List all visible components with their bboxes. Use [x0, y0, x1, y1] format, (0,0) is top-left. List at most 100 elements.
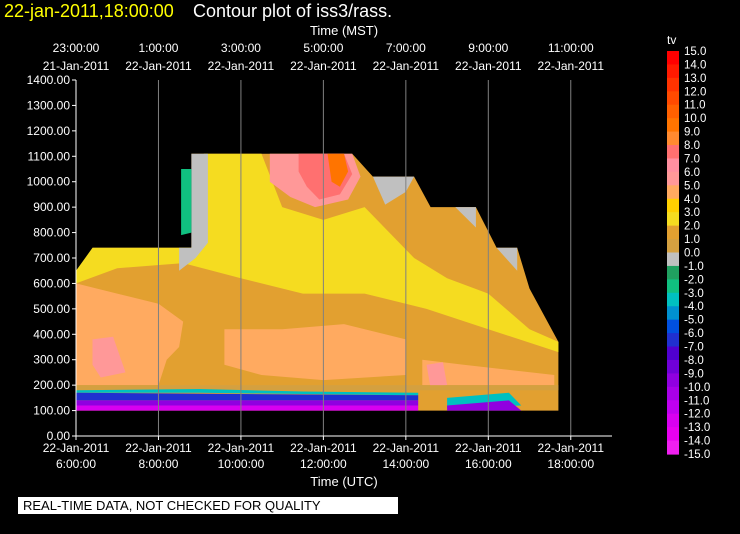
colorbar-tick-label: -10.0: [684, 382, 710, 394]
top-tick-date-label: 22-Jan-2011: [373, 59, 440, 73]
contour-region-14: [181, 169, 192, 236]
colorbar-tick-label: 15.0: [684, 46, 706, 58]
x-tick-date-label: 22-Jan-2011: [538, 441, 605, 455]
colorbar-tick-label: 2.0: [684, 221, 700, 233]
colorbar-tick-label: -11.0: [684, 395, 709, 407]
colorbar-label: tv: [667, 33, 676, 47]
contour-region-12: [496, 247, 518, 271]
colorbar-tick-label: 14.0: [684, 59, 706, 71]
top-tick-time-label: 11:00:00: [548, 41, 594, 55]
colorbar-tick-label: 1.0: [684, 234, 700, 246]
x-axis-label: Time (UTC): [310, 474, 377, 489]
x-tick-date-label: 22-Jan-2011: [43, 441, 110, 455]
colorbar-swatch: [667, 306, 679, 321]
top-tick-date-label: 22-Jan-2011: [455, 59, 522, 73]
x-tick-time-label: 18:00:00: [547, 457, 594, 471]
colorbar-tick-label: -12.0: [684, 409, 710, 421]
grid-lines: [157, 80, 572, 436]
colorbar-swatch: [667, 64, 679, 79]
y-tick-label: 900.00: [33, 200, 70, 214]
x-tick-date-label: 22-Jan-2011: [373, 441, 440, 455]
colorbar-tick-label: -15.0: [684, 449, 710, 461]
colorbar-tick-label: -2.0: [684, 274, 704, 286]
top-tick-date-label: 22-Jan-2011: [290, 59, 357, 73]
y-tick-label: 600.00: [33, 276, 70, 290]
colorbar-swatch: [667, 319, 679, 334]
x-tick-time-label: 6:00:00: [56, 457, 96, 471]
colorbar-swatch: [667, 77, 679, 92]
contour-region-21: [447, 400, 522, 411]
colorbar-swatch: [667, 252, 679, 267]
colorbar-tick-label: 13.0: [684, 73, 706, 85]
y-tick-label: 100.00: [33, 404, 70, 418]
colorbar-tick-label: -5.0: [684, 315, 704, 327]
y-tick-label: 800.00: [33, 226, 70, 240]
x-tick-time-label: 10:00:00: [218, 457, 265, 471]
contour-region-13: [179, 153, 208, 271]
colorbar-swatch: [667, 279, 679, 294]
colorbar-swatch: [667, 333, 679, 348]
contour-region-16: [76, 389, 419, 396]
colorbar-swatch: [667, 185, 679, 200]
y-tick-label: 1300.00: [27, 98, 71, 112]
top-tick-time-label: 1:00:00: [138, 41, 178, 55]
colorbar-swatch: [667, 104, 679, 119]
colorbar-tick-label: -1.0: [684, 261, 704, 273]
x-tick-date-label: 22-Jan-2011: [208, 441, 275, 455]
x-tick-date-label: 22-Jan-2011: [125, 441, 192, 455]
contour-region-3: [92, 336, 126, 378]
top-tick-time-label: 5:00:00: [303, 41, 343, 55]
y-tick-label: 300.00: [33, 353, 70, 367]
colorbar-tick-label: 3.0: [684, 207, 700, 219]
contour-region-9: [327, 153, 349, 187]
top-tick-time-label: 23:00:00: [53, 41, 100, 55]
colorbar-tick-label: 9.0: [684, 127, 700, 139]
colorbar-tick-label: -7.0: [684, 342, 704, 354]
y-tick-label: 700.00: [33, 251, 70, 265]
plot-area: [76, 153, 559, 411]
top-tick-time-label: 3:00:00: [221, 41, 261, 55]
top-tick-date-label: 22-Jan-2011: [538, 59, 605, 73]
plot-date-time: 22-jan-2011,18:00:00: [4, 1, 174, 21]
contour-region-18: [76, 400, 419, 406]
y-tick-label: 400.00: [33, 327, 70, 341]
colorbar-tick-label: -14.0: [684, 436, 710, 448]
y-tick-label: 1000.00: [27, 175, 71, 189]
x-tick-time-label: 14:00:00: [382, 457, 429, 471]
colorbar-swatch: [667, 91, 679, 106]
y-tick-label: 500.00: [33, 302, 70, 316]
y-tick-label: 0.00: [47, 429, 71, 443]
contour-region-15: [76, 385, 559, 391]
colorbar-swatch: [667, 413, 679, 428]
colorbar-tick-label: 4.0: [684, 194, 700, 206]
colorbar-swatch: [667, 145, 679, 160]
colorbar-swatch: [667, 265, 679, 280]
contour-region-1: [76, 153, 559, 353]
y-tick-label: 1200.00: [27, 124, 71, 138]
colorbar-tick-label: 0.0: [684, 248, 700, 260]
contour-region-10: [372, 176, 415, 205]
colorbar-tick-label: 8.0: [684, 140, 700, 152]
top-axis-label: Time (MST): [310, 23, 378, 38]
contour-region-19: [76, 405, 419, 411]
colorbar-swatch: [667, 51, 679, 66]
y-tick-label: 1100.00: [28, 149, 71, 163]
colorbar-swatch: [667, 131, 679, 146]
x-tick-date-label: 22-Jan-2011: [290, 441, 357, 455]
top-tick-time-label: 7:00:00: [386, 41, 426, 55]
colorbar-swatch: [667, 440, 679, 455]
x-tick-time-label: 8:00:00: [138, 457, 178, 471]
colorbar-swatch: [667, 118, 679, 133]
y-tick-label: 1400.00: [27, 73, 71, 87]
top-tick-date-label: 22-Jan-2011: [125, 59, 192, 73]
colorbar-swatch: [667, 400, 679, 415]
colorbar-tick-label: -6.0: [684, 328, 704, 340]
colorbar-tick-label: 5.0: [684, 180, 700, 192]
x-tick-date-label: 22-Jan-2011: [455, 441, 522, 455]
x-tick-time-label: 12:00:00: [300, 457, 347, 471]
colorbar-tick-label: 7.0: [684, 154, 700, 166]
colorbar-tick-label: 11.0: [684, 100, 706, 112]
colorbar-tick-label: -9.0: [684, 368, 704, 380]
colorbar-swatch: [667, 225, 679, 240]
